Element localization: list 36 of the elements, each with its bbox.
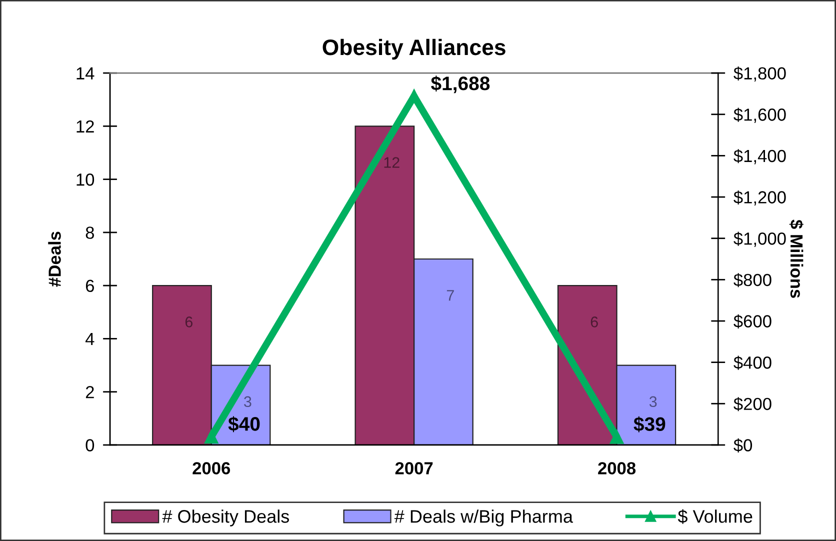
y-tick-label: 6	[86, 280, 94, 292]
y-tick-label: 4	[85, 333, 94, 345]
data-label: $1,688	[430, 76, 490, 94]
y2-tick-label: $1,400	[734, 149, 786, 164]
data-label: $39	[634, 416, 666, 432]
y2-tick-label: $1,200	[734, 190, 786, 206]
data-label: 6	[590, 316, 598, 328]
x-tick-label: 2008	[598, 462, 636, 474]
y-tick-label: 12	[76, 120, 94, 132]
y2-tick-label: $0	[734, 438, 752, 452]
y2-tick-label: $800	[734, 273, 772, 288]
chart-title: Obesity Alliances	[322, 38, 506, 60]
y2-tick-label: $1,000	[734, 232, 786, 247]
y-tick-label: 0	[86, 439, 94, 452]
legend-label: # Obesity Deals	[162, 510, 289, 526]
y2-axis-title: $ Millions	[789, 220, 804, 298]
y-tick-label: 8	[86, 226, 94, 239]
data-label: 3	[649, 396, 657, 408]
x-tick-label: 2007	[395, 462, 433, 474]
y2-tick-label: $600	[734, 314, 772, 328]
data-label: $40	[228, 416, 260, 432]
y2-tick-label: $1,600	[734, 108, 786, 123]
y-tick-label: 2	[86, 386, 94, 398]
data-label: 3	[244, 396, 252, 408]
legend-label: $ Volume	[678, 509, 752, 524]
y-axis-title: #Deals	[48, 232, 61, 287]
y2-tick-label: $400	[734, 356, 772, 370]
data-label: 6	[185, 316, 192, 328]
y2-tick-label: $1,800	[734, 66, 786, 82]
data-label: 7	[446, 290, 454, 301]
legend-label: # Deals w/Big Pharma	[394, 510, 573, 526]
y-tick-label: 14	[76, 67, 94, 80]
data-label: 12	[384, 157, 400, 168]
x-tick-label: 2006	[192, 462, 230, 474]
y-tick-label: 10	[76, 173, 94, 186]
y2-tick-label: $200	[734, 397, 772, 412]
